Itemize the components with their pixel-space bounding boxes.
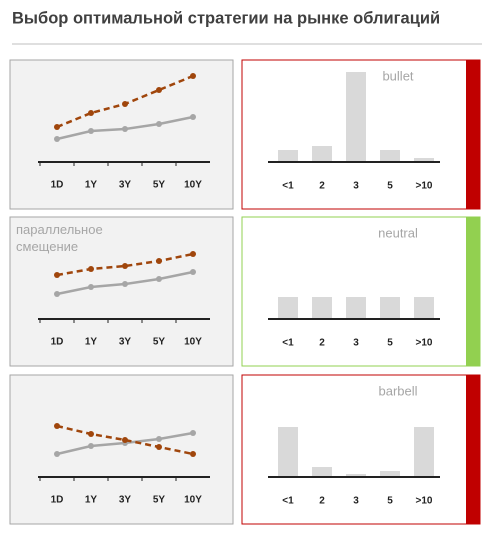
point (122, 437, 128, 443)
accent-strip (466, 375, 480, 524)
point (156, 258, 162, 264)
x-tick-label: 2 (319, 181, 325, 192)
x-tick-label: 5Y (153, 495, 166, 506)
x-tick-label: 2 (319, 338, 325, 349)
chart-title: параллельное смещение (16, 222, 106, 254)
accent-strip (466, 217, 480, 366)
bar (346, 474, 366, 477)
panel (241, 374, 481, 525)
bar (380, 297, 400, 319)
x-tick-label: 5Y (153, 337, 166, 348)
point (54, 124, 60, 130)
x-tick-label: 5 (387, 496, 393, 507)
x-tick-label: 5 (387, 338, 393, 349)
bar (312, 146, 332, 162)
point (190, 114, 196, 120)
x-tick-label: 5 (387, 181, 393, 192)
x-tick-label: 1D (51, 180, 64, 191)
point (190, 451, 196, 457)
x-tick-label: <1 (282, 181, 294, 192)
x-tick-label: 1D (51, 337, 64, 348)
bar (414, 427, 434, 477)
x-tick-label: 3Y (119, 337, 132, 348)
chart-title: neutral (378, 225, 418, 240)
point (54, 136, 60, 142)
accent-strip (466, 60, 480, 209)
page-title: Выбор оптимальной стратегии на рынке обл… (12, 9, 440, 27)
bar (278, 297, 298, 319)
point (156, 121, 162, 127)
x-tick-label: 3 (353, 181, 359, 192)
point (54, 451, 60, 457)
series-line (56, 424, 194, 456)
bar (278, 427, 298, 477)
point (54, 272, 60, 278)
bar (346, 72, 366, 162)
x-tick-label: 2 (319, 496, 325, 507)
x-tick-label: >10 (416, 496, 433, 507)
x-tick-label: 10Y (184, 495, 202, 506)
panel (9, 374, 234, 525)
bar (312, 467, 332, 477)
point (54, 291, 60, 297)
point (88, 431, 94, 437)
point (54, 423, 60, 429)
bar (312, 297, 332, 319)
point (190, 251, 196, 257)
point (156, 276, 162, 282)
point (88, 110, 94, 116)
point (88, 266, 94, 272)
x-tick-label: 1D (51, 495, 64, 506)
x-tick-label: >10 (416, 338, 433, 349)
bar (414, 158, 434, 162)
series-line (56, 252, 194, 277)
point (88, 284, 94, 290)
x-tick-label: 1Y (85, 337, 98, 348)
bar (414, 297, 434, 319)
panel (9, 59, 234, 210)
x-tick-label: 3Y (119, 495, 132, 506)
point (156, 436, 162, 442)
bar (346, 297, 366, 319)
point (156, 87, 162, 93)
x-tick-label: 10Y (184, 337, 202, 348)
point (88, 128, 94, 134)
chart-title: barbell (378, 383, 417, 398)
bar (278, 150, 298, 162)
x-tick-label: 1Y (85, 180, 98, 191)
point (122, 263, 128, 269)
x-tick-label: 3 (353, 338, 359, 349)
x-tick-label: 3Y (119, 180, 132, 191)
x-tick-label: >10 (416, 181, 433, 192)
chart-title: bullet (382, 68, 413, 83)
point (88, 443, 94, 449)
panel (9, 216, 234, 367)
panel (241, 216, 481, 367)
x-tick-label: <1 (282, 338, 294, 349)
point (122, 281, 128, 287)
x-tick-label: 10Y (184, 180, 202, 191)
x-tick-label: 5Y (153, 180, 166, 191)
point (190, 73, 196, 79)
bar (380, 150, 400, 162)
bar (380, 471, 400, 477)
point (190, 269, 196, 275)
point (156, 444, 162, 450)
x-tick-label: 3 (353, 496, 359, 507)
point (190, 430, 196, 436)
x-tick-label: <1 (282, 496, 294, 507)
point (122, 101, 128, 107)
point (122, 126, 128, 132)
x-tick-label: 1Y (85, 495, 98, 506)
